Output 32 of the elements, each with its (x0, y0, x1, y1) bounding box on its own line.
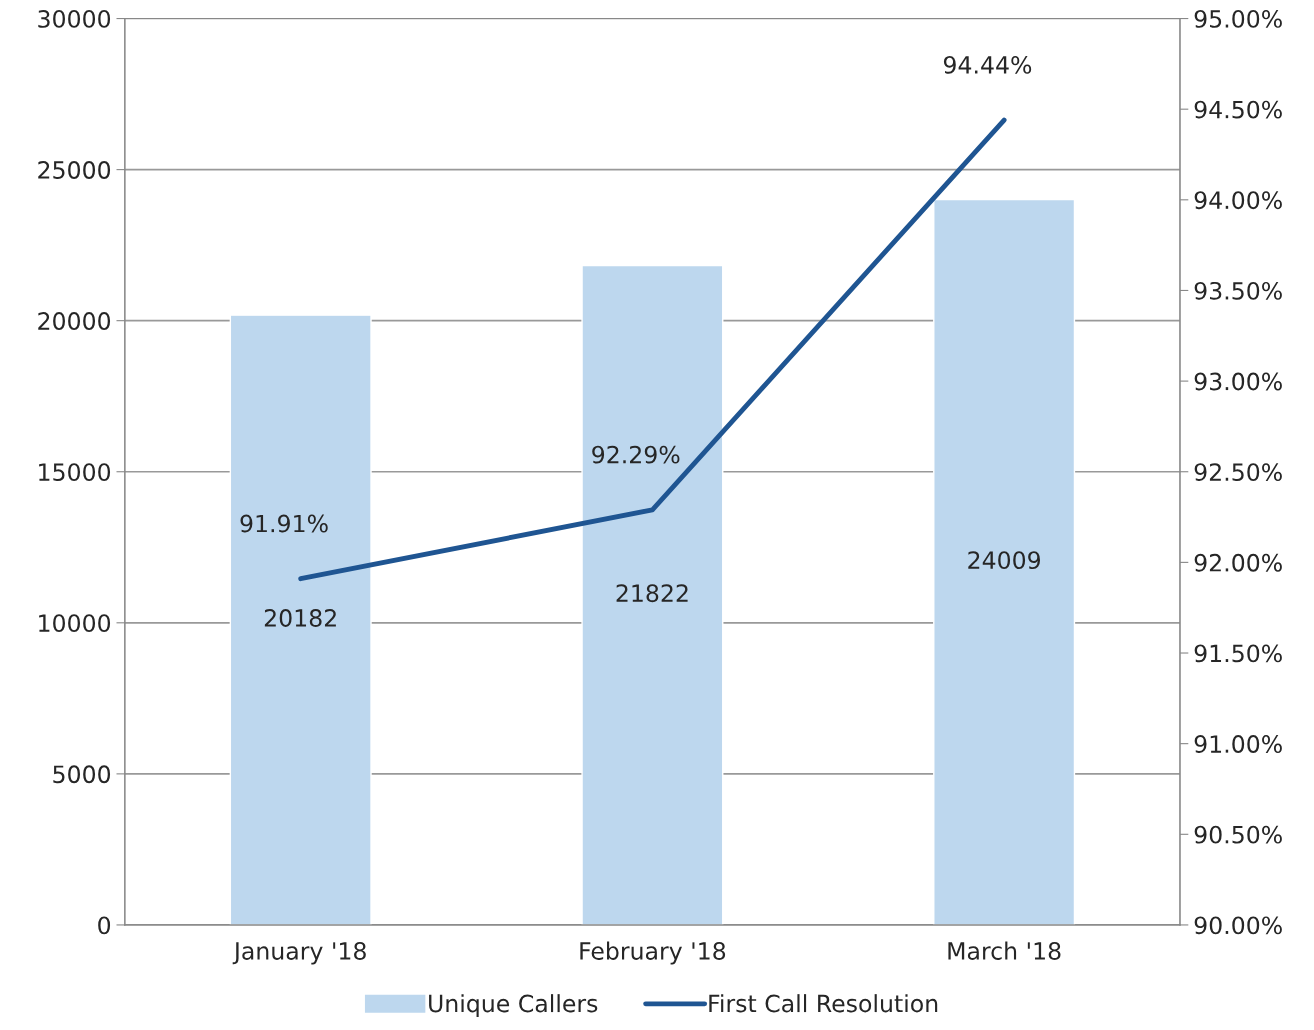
y-tick-label: 10000 (39, 614, 111, 633)
data-label: 24009 (968, 551, 1041, 570)
y2-tick-label: 92.00% (1194, 553, 1282, 572)
y2-tick-label: 92.50% (1194, 463, 1282, 482)
x-tick-label: March '18 (948, 941, 1061, 960)
data-label: 92.29% (592, 445, 680, 464)
y2-tick-label: 91.50% (1194, 644, 1282, 663)
y2-tick-label: 93.00% (1194, 372, 1282, 391)
x-tick-label: February '18 (580, 941, 726, 965)
legend-label: Unique Callers (429, 994, 598, 1017)
y2-tick-label: 95.00% (1194, 9, 1282, 28)
bar (581, 264, 724, 925)
data-label: 91.91% (240, 514, 328, 533)
data-label: 21822 (616, 584, 688, 603)
y2-tick-label: 90.00% (1194, 916, 1282, 935)
y2-tick-label: 90.50% (1194, 825, 1282, 844)
y2-tick-label: 94.00% (1194, 191, 1282, 210)
legend-label: First Call Resolution (709, 994, 938, 1013)
y2-tick-label: 91.00% (1194, 735, 1282, 753)
y-tick-label: 0 (98, 916, 111, 935)
data-label: 94.44% (943, 55, 1032, 74)
y-tick-label: 25000 (38, 161, 111, 179)
y-tick-label: 15000 (39, 463, 111, 482)
y-tick-label: 20000 (38, 312, 111, 330)
y2-tick-label: 93.50% (1194, 281, 1282, 300)
y-tick-label: 5000 (53, 765, 111, 784)
bar (229, 314, 372, 925)
data-label: 20182 (264, 609, 336, 627)
x-tick-label: January '18 (232, 942, 366, 965)
bar (933, 198, 1076, 925)
y-tick-label: 30000 (38, 9, 111, 28)
y2-tick-label: 94.50% (1194, 100, 1282, 119)
